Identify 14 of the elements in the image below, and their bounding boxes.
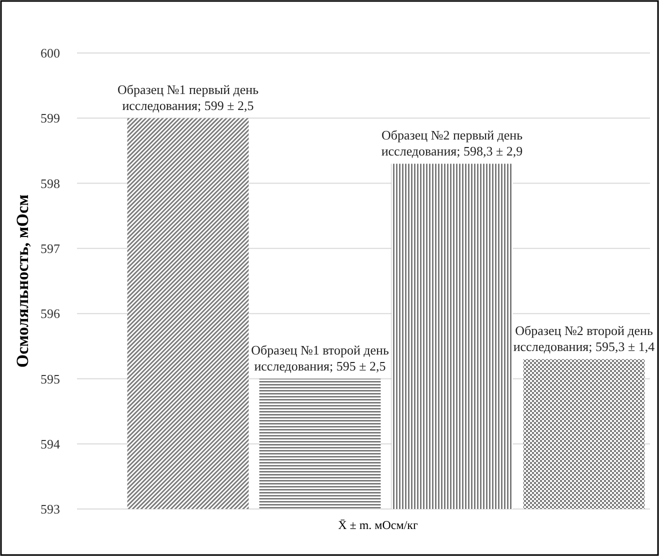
y-tick-label: 598	[40, 176, 60, 191]
data-label: Образец №1 первый день исследования; 599 ± 2,5	[117, 82, 259, 114]
y-tick-label: 597	[40, 240, 60, 256]
y-tick-label: 593	[40, 502, 60, 517]
y-axis-title: Осмоляльность, мОсм	[13, 194, 32, 368]
data-label: Образец №1 второй день исследования; 595 ± 2,5	[251, 342, 389, 374]
y-tick-label: 595	[40, 371, 60, 386]
y-tick-label: 599	[40, 110, 60, 126]
y-tick-label: 594	[40, 436, 60, 452]
data-label: Образец №2 первый день исследования; 598,3 ± 2,9	[381, 128, 523, 159]
y-tick-label: 600	[40, 46, 60, 61]
y-tick-label: 596	[40, 306, 60, 322]
data-label: Образец №2 второй день исследования; 595,3 ± 1,4	[513, 323, 656, 354]
x-axis-title: X̄ ± m. мОсм/кг	[338, 518, 418, 532]
